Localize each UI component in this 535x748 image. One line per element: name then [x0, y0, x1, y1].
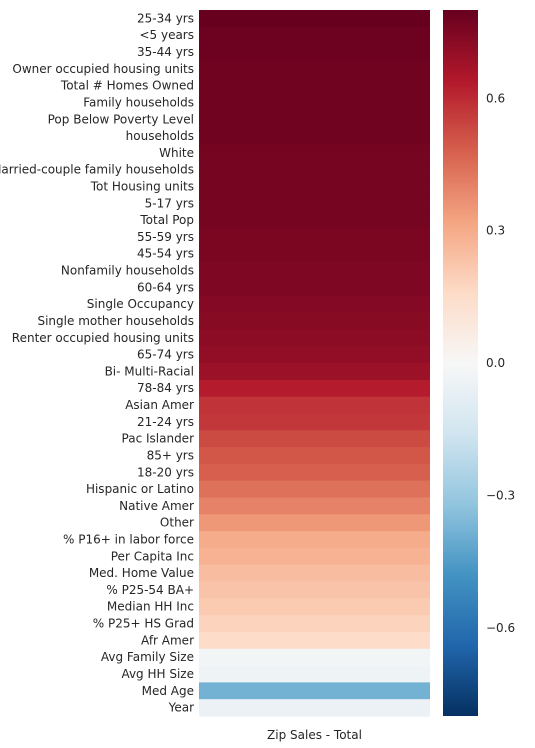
colorbar-tick-label: 0.6	[486, 91, 505, 105]
row-tick-label: 78-84 yrs	[137, 381, 194, 395]
row-tick-label: Total Pop	[139, 213, 194, 227]
row-tick-label: Bi- Multi-Racial	[105, 364, 194, 378]
row-tick-label: Family households	[83, 95, 194, 109]
row-tick-label: Single mother households	[37, 314, 194, 328]
row-tick-label: Med Age	[142, 684, 194, 698]
row-tick-label: Avg Family Size	[101, 650, 194, 664]
row-tick-label: 5-17 yrs	[145, 196, 194, 210]
row-tick-label: Afr Amer	[141, 633, 194, 647]
heatmap-cell	[199, 262, 430, 280]
row-tick-label: Pac Islander	[122, 432, 195, 446]
heatmap-cell	[199, 228, 430, 246]
heatmap-cell	[199, 94, 430, 112]
heatmap-cell	[199, 564, 430, 583]
heatmap-cell	[199, 178, 430, 196]
row-tick-label: White	[159, 146, 194, 160]
row-tick-label: % P25+ HS Grad	[93, 617, 194, 631]
heatmap-cell	[199, 295, 430, 314]
heatmap-cell	[199, 26, 430, 45]
heatmap-cell	[199, 648, 430, 667]
heatmap-cell	[199, 598, 430, 616]
row-tick-label: 25-34 yrs	[137, 11, 194, 25]
row-tick-label: 45-54 yrs	[137, 247, 194, 261]
heatmap-cell	[199, 346, 430, 364]
heatmap-cell	[199, 413, 430, 431]
row-tick-label: Renter occupied housing units	[12, 331, 194, 345]
heatmap-cell	[199, 278, 430, 297]
heatmap-cell	[199, 514, 430, 532]
heatmap-cell	[199, 43, 430, 62]
row-tick-label: Owner occupied housing units	[12, 62, 194, 76]
row-tick-label: Med. Home Value	[89, 566, 194, 580]
heatmap-cell	[199, 329, 430, 347]
heatmap-cell	[199, 631, 430, 650]
heatmap-cell	[199, 363, 430, 381]
heatmap-cell	[199, 665, 430, 683]
heatmap-cell	[199, 682, 430, 700]
row-tick-label: % P25-54 BA+	[106, 583, 194, 597]
colorbar-tick-label: −0.3	[486, 488, 515, 502]
row-tick-label: Other	[160, 516, 194, 530]
row-tick-label: Pop Below Poverty Level	[48, 112, 194, 126]
heatmap-cell	[199, 531, 430, 549]
colorbar: −0.6 −0.3 0.0 0.3 0.6	[443, 10, 515, 716]
colorbar-gradient	[443, 10, 478, 716]
heatmap-cell	[199, 547, 430, 566]
heatmap-cell	[199, 497, 430, 515]
row-tick-label: 55-59 yrs	[137, 230, 194, 244]
row-tick-label: Year	[168, 701, 194, 715]
colorbar-tick-label: 0.0	[486, 356, 505, 370]
row-tick-label: Nonfamily households	[61, 264, 194, 278]
heatmap-cell	[199, 312, 430, 330]
heatmap-cell	[199, 447, 430, 465]
heatmap-cell	[199, 127, 430, 146]
row-tick-label: Asian Amer	[125, 398, 194, 412]
row-tick-label: 60-64 yrs	[137, 280, 194, 294]
colorbar-tick-label: −0.6	[486, 621, 515, 635]
heatmap-cell	[199, 10, 430, 28]
heatmap-cell	[199, 194, 430, 213]
row-tick-label: Hispanic or Latino	[86, 482, 194, 496]
row-tick-label: Tot Housing units	[90, 180, 194, 194]
heatmap-cell	[199, 144, 430, 162]
heatmap-cell	[199, 480, 430, 499]
row-tick-label: Median HH Inc	[107, 600, 194, 614]
heatmap-cell	[199, 430, 430, 448]
row-tick-label: Native Amer	[119, 499, 194, 513]
heatmap-cell	[199, 699, 430, 717]
row-tick-label: Married-couple family households	[0, 163, 194, 177]
heatmap-cell	[199, 581, 430, 599]
row-tick-label: 21-24 yrs	[137, 415, 194, 429]
heatmap-cell	[199, 161, 430, 179]
row-tick-label: Per Capita Inc	[111, 549, 194, 563]
row-tick-label: 35-44 yrs	[137, 45, 194, 59]
row-tick-label: <5 years	[139, 28, 194, 42]
row-tick-label: 65-74 yrs	[137, 348, 194, 362]
heatmap-cell	[199, 615, 430, 633]
heatmap-cell	[199, 77, 430, 95]
heatmap-cell	[199, 396, 430, 415]
column-labels: Zip Sales - Total	[267, 728, 362, 742]
row-tick-label: 85+ yrs	[147, 448, 194, 462]
heatmap-cell	[199, 211, 430, 230]
row-tick-label: Single Occupancy	[87, 297, 194, 311]
row-tick-label: Total # Homes Owned	[60, 79, 194, 93]
column-tick-label: Zip Sales - Total	[267, 728, 362, 742]
row-tick-label: households	[126, 129, 194, 143]
row-tick-label: Avg HH Size	[121, 667, 194, 681]
row-tick-label: 18-20 yrs	[137, 465, 194, 479]
colorbar-tick-label: 0.3	[486, 224, 505, 238]
heatmap-cells	[199, 10, 430, 717]
heatmap-cell	[199, 110, 430, 129]
row-labels: 25-34 yrs <5 years 35-44 yrs Owner occupied…	[0, 11, 194, 714]
heatmap-cell	[199, 463, 430, 482]
row-tick-label: % P16+ in labor force	[63, 533, 194, 547]
heatmap-cell	[199, 245, 430, 263]
heatmap-cell	[199, 60, 430, 78]
heatmap-cell	[199, 379, 430, 398]
